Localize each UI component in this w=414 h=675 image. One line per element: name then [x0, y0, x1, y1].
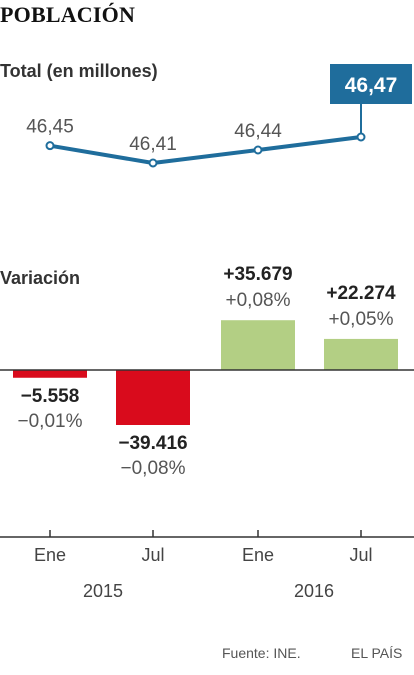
line-value-label: 46,47 [345, 74, 398, 97]
bar-percent-label: +0,08% [226, 290, 291, 311]
line-point [253, 145, 263, 155]
chart-title: POBLACIÓN [0, 2, 136, 27]
line-value-label: 46,44 [234, 121, 282, 142]
total-subtitle: Total (en millones) [0, 61, 158, 81]
x-year-label: 2015 [83, 581, 123, 601]
x-year-label: 2016 [294, 581, 334, 601]
bar-percent-label: −0,08% [121, 458, 186, 479]
bar-value-label: +35.679 [223, 264, 292, 285]
variation-subtitle: Variación [0, 268, 81, 288]
variation-bar [116, 370, 190, 425]
variation-bar [324, 338, 398, 370]
line-point [356, 132, 366, 142]
x-tick-label: Ene [34, 545, 66, 565]
total-line [48, 135, 363, 165]
x-tick-label: Jul [141, 545, 164, 565]
variation-bar [221, 320, 295, 370]
bar-percent-label: −0,01% [18, 411, 83, 432]
source-note: Fuente: INE. [222, 645, 301, 661]
line-point [45, 141, 55, 151]
line-value-label: 46,45 [26, 117, 74, 138]
x-tick-label: Jul [349, 545, 372, 565]
line-value-label: 46,41 [129, 134, 177, 155]
bar-value-label: +22.274 [326, 283, 396, 304]
highlight-value-box [330, 64, 412, 104]
brand-credit: EL PAÍS [351, 645, 403, 661]
bar-value-label: −5.558 [21, 386, 80, 407]
variation-bar [13, 370, 87, 378]
x-tick-label: Ene [242, 545, 274, 565]
bar-value-label: −39.416 [118, 433, 187, 454]
bar-percent-label: +0,05% [329, 309, 394, 330]
line-point [148, 158, 158, 168]
